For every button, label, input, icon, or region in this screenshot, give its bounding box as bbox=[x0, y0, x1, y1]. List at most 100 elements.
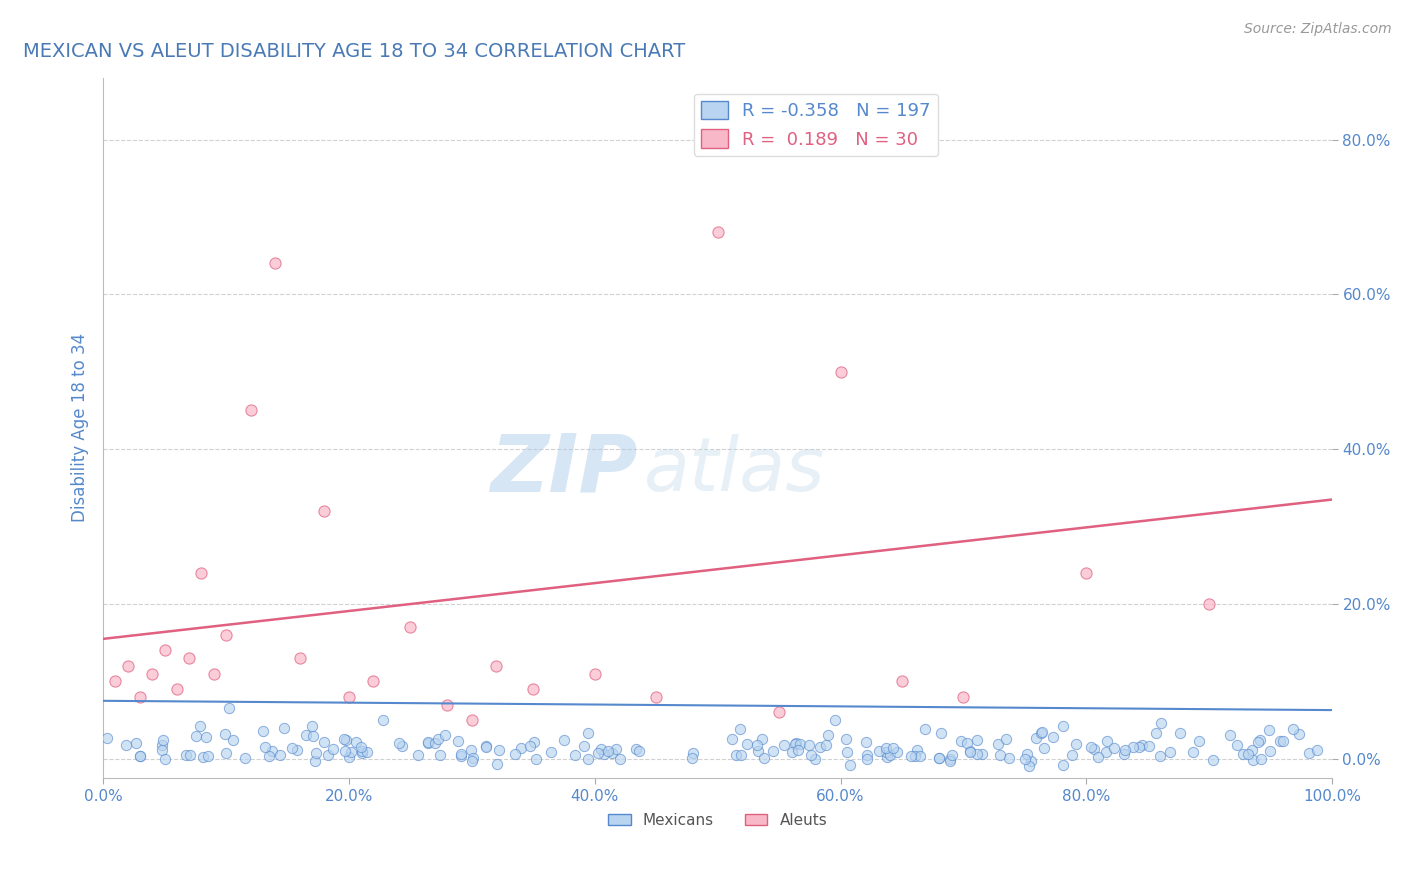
Point bbox=[233, 751, 256, 765]
Point bbox=[1258, 723, 1281, 737]
Point bbox=[222, 732, 245, 747]
Point bbox=[129, 748, 152, 763]
Point bbox=[429, 748, 451, 763]
Point bbox=[193, 749, 215, 764]
Point bbox=[339, 745, 361, 759]
Point bbox=[488, 743, 510, 757]
Point bbox=[332, 731, 354, 746]
Point bbox=[1241, 743, 1264, 757]
Point bbox=[799, 738, 821, 752]
Point bbox=[352, 744, 374, 758]
Point bbox=[751, 731, 773, 746]
Point bbox=[447, 734, 470, 748]
Point bbox=[596, 744, 619, 758]
Point bbox=[1306, 743, 1329, 757]
Point bbox=[1122, 740, 1144, 755]
Point bbox=[239, 403, 262, 417]
Point bbox=[815, 738, 838, 752]
Point bbox=[576, 751, 599, 765]
Point bbox=[510, 741, 533, 756]
Point bbox=[269, 748, 291, 763]
Point bbox=[186, 729, 208, 743]
Point bbox=[304, 754, 326, 768]
Point bbox=[1258, 744, 1281, 758]
Point bbox=[524, 752, 547, 766]
Text: MEXICAN VS ALEUT DISABILITY AGE 18 TO 34 CORRELATION CHART: MEXICAN VS ALEUT DISABILITY AGE 18 TO 34… bbox=[24, 42, 686, 61]
Point bbox=[785, 738, 807, 752]
Point bbox=[830, 365, 852, 379]
Point bbox=[1137, 739, 1160, 754]
Point bbox=[855, 734, 877, 748]
Point bbox=[628, 744, 651, 758]
Point bbox=[450, 749, 472, 764]
Point bbox=[583, 666, 606, 681]
Point bbox=[475, 740, 498, 755]
Point bbox=[503, 747, 526, 762]
Point bbox=[868, 744, 890, 758]
Point bbox=[553, 733, 575, 747]
Point bbox=[941, 747, 963, 762]
Point bbox=[485, 757, 508, 772]
Point bbox=[117, 659, 139, 673]
Point bbox=[388, 736, 411, 750]
Point bbox=[350, 746, 373, 760]
Point bbox=[928, 750, 950, 764]
Point bbox=[281, 740, 304, 755]
Point bbox=[257, 749, 280, 764]
Point bbox=[1149, 748, 1171, 763]
Point bbox=[1014, 752, 1036, 766]
Point bbox=[1066, 737, 1088, 751]
Point bbox=[1247, 735, 1270, 749]
Point bbox=[301, 719, 323, 733]
Point bbox=[1015, 747, 1038, 761]
Point bbox=[681, 751, 703, 765]
Point bbox=[835, 745, 858, 759]
Point bbox=[907, 743, 929, 757]
Point bbox=[1080, 739, 1102, 754]
Point bbox=[1097, 734, 1119, 748]
Point bbox=[879, 747, 901, 762]
Point bbox=[959, 745, 981, 759]
Point bbox=[433, 728, 456, 742]
Point bbox=[886, 745, 908, 759]
Point bbox=[956, 736, 979, 750]
Point bbox=[835, 732, 858, 747]
Point bbox=[988, 748, 1011, 763]
Point bbox=[125, 736, 148, 750]
Point bbox=[418, 736, 440, 750]
Point bbox=[966, 747, 988, 762]
Point bbox=[773, 738, 796, 752]
Point bbox=[416, 735, 439, 749]
Point bbox=[1083, 741, 1105, 756]
Point bbox=[179, 747, 201, 762]
Point bbox=[312, 735, 335, 749]
Point bbox=[373, 713, 395, 727]
Point bbox=[938, 752, 960, 766]
Point bbox=[202, 666, 225, 681]
Point bbox=[363, 674, 385, 689]
Point bbox=[576, 726, 599, 740]
Point bbox=[1025, 731, 1047, 745]
Point bbox=[728, 722, 751, 736]
Point bbox=[682, 747, 704, 761]
Point bbox=[785, 736, 807, 750]
Point bbox=[600, 746, 623, 760]
Point bbox=[959, 743, 981, 757]
Point bbox=[855, 747, 877, 762]
Point bbox=[564, 748, 586, 763]
Point bbox=[800, 747, 823, 762]
Point bbox=[782, 745, 804, 759]
Point bbox=[1243, 753, 1265, 767]
Point bbox=[188, 719, 211, 733]
Point bbox=[882, 740, 904, 755]
Point bbox=[1236, 747, 1258, 761]
Point bbox=[904, 749, 927, 764]
Point bbox=[214, 747, 236, 761]
Text: atlas: atlas bbox=[644, 434, 825, 506]
Point bbox=[1019, 754, 1042, 768]
Point bbox=[891, 674, 914, 689]
Point bbox=[856, 751, 879, 765]
Point bbox=[264, 256, 287, 270]
Point bbox=[1159, 745, 1181, 759]
Point bbox=[335, 733, 357, 747]
